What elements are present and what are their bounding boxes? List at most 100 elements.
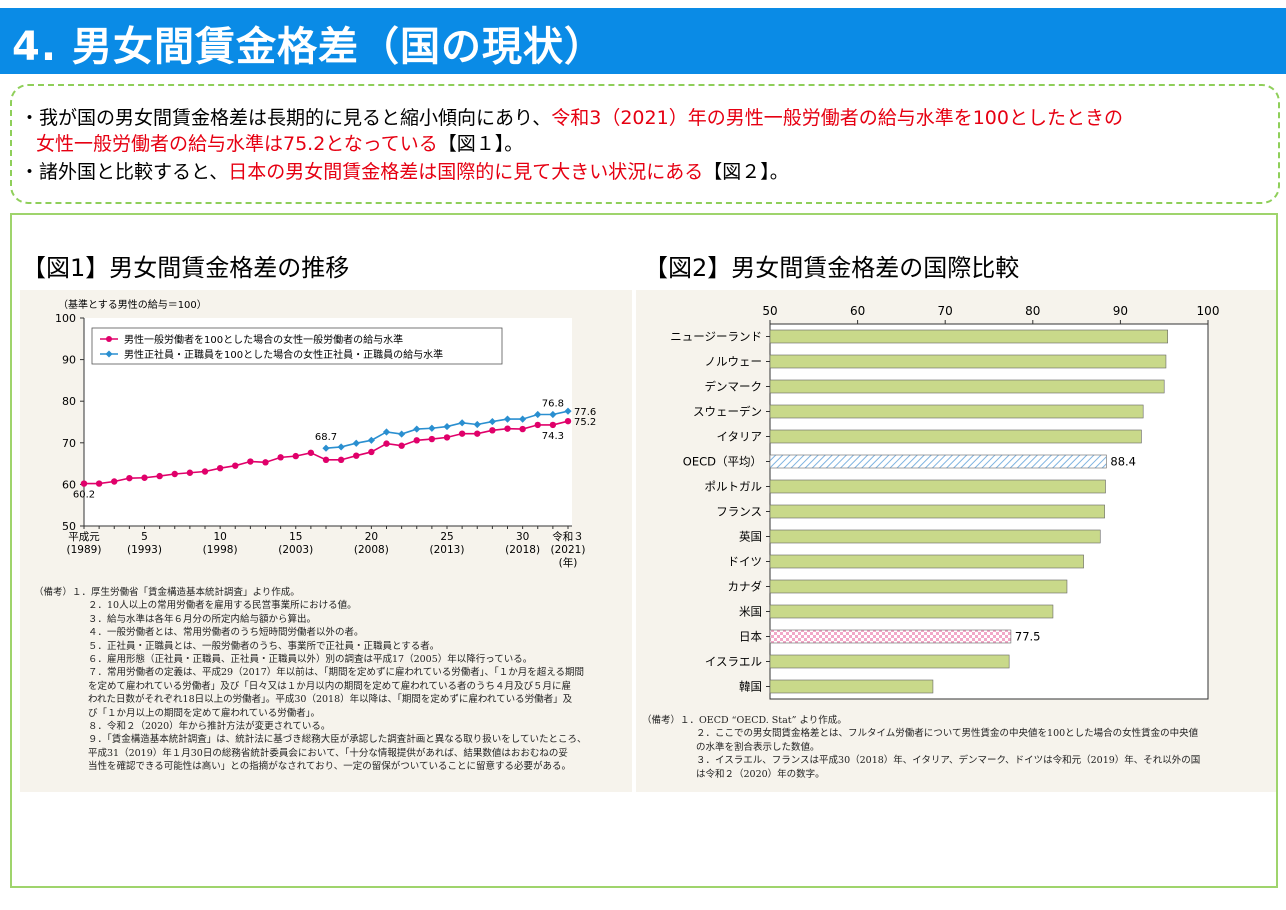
data-point [519, 425, 526, 433]
x-tick-label: (年) [559, 556, 578, 569]
data-point [141, 474, 148, 481]
category-label: 米国 [739, 605, 762, 619]
fig1-line-chart: （基準とする男性の給与＝100）5060708090100平成元(1989)5(… [55, 298, 596, 569]
note-line: ７．常用労働者の定義は、平成29（2017）年以前は、「期間を定めずに雇われてい… [88, 667, 584, 679]
note-line: の水準を割合表示した数値。 [696, 741, 820, 753]
note-line: ３．給与水準は各年６月分の所定内給与額から算出。 [88, 613, 317, 625]
content-frame [10, 213, 1278, 888]
data-point [247, 458, 254, 465]
data-point [126, 474, 133, 482]
summary-line-2: 女性一般労働者の給与水準は75.2となっている【図１】。 [36, 132, 523, 156]
data-point [519, 415, 527, 423]
category-label: イスラエル [705, 655, 762, 669]
x-tick-label: 25 [440, 531, 453, 543]
summary-text: ・我が国の男女間賃金格差は長期的に見ると縮小傾向にあり、 [20, 107, 552, 129]
data-point [428, 424, 436, 432]
bar [769, 429, 1142, 444]
category-label: ドイツ [728, 555, 763, 569]
y-tick-label: 100 [55, 312, 76, 325]
bar [769, 479, 1106, 494]
category-label: 日本 [739, 630, 762, 644]
fig1-notes: （備考）１．厚生労働省「賃金構造基本統計調査」より作成。 ２．10人以上の常用労働… [34, 586, 586, 774]
x-tick-label: 10 [213, 531, 226, 543]
data-point [156, 472, 163, 480]
note-line: ８．令和２（2020）年から推計方法が変更されている。 [88, 721, 331, 733]
summary-text: 【図２】。 [703, 161, 789, 183]
category-label: イタリア [716, 430, 762, 444]
bar [769, 629, 1012, 644]
summary-line-3: ・諸外国と比較すると、日本の男女間賃金格差は国際的に見て大きい状況にある【図２】… [20, 160, 789, 184]
category-label: 韓国 [739, 680, 762, 694]
data-point [489, 427, 496, 434]
data-point [171, 470, 178, 478]
title-bar: 4. 男女間賃金格差（国の現状） [0, 8, 1286, 74]
data-point [201, 468, 209, 475]
bar [769, 504, 1105, 519]
note-line: ５．正社員・正職員とは、一般労働者のうち、事業所で正社員・正職員とする者。 [88, 640, 440, 652]
x-tick-label: 平成元 [68, 531, 100, 543]
category-label: フランス [716, 505, 762, 519]
data-point [111, 478, 118, 485]
x-tick-label: (2021) [551, 544, 586, 556]
category-label: ノルウェー [705, 355, 763, 369]
note-line: ２．10人以上の常用労働者を雇用する民営事業所における値。 [88, 600, 357, 612]
data-point [564, 417, 572, 425]
data-point [413, 437, 420, 444]
data-point [352, 439, 360, 447]
x-tick-label: (2003) [278, 544, 313, 556]
note-line: を定めて雇われている労働者」及び「日々又は１か月以内の期間を定めて雇われている者… [88, 680, 571, 692]
bar [769, 404, 1144, 419]
bar [769, 604, 1054, 619]
y-tick-label: 50 [62, 520, 76, 533]
fig2-panel: 50 60 70 80 90 100 ニュージーランド ノルウェー デンマーク スウェーデン イタリ… [636, 290, 1276, 792]
data-point [277, 454, 284, 461]
x-tick-label: 20 [365, 531, 378, 543]
y-tick-label: 60 [62, 478, 76, 491]
category-label: スウェーデン [693, 405, 762, 419]
note-line: ４．一般労働者とは、常用労働者のうち短時間労働者以外の者。 [88, 627, 364, 639]
y-tick-label: 80 [62, 395, 76, 408]
note-line: ９．「賃金構造基本統計調査」は、統計法に基づき総務大臣が承認した調査計画と異なる… [88, 734, 587, 746]
summary-highlight: 令和3（2021）年の男性一般労働者の給与水準を100としたときの [551, 107, 1123, 129]
data-point [474, 430, 481, 437]
bar [769, 654, 1010, 669]
data-point [443, 422, 451, 431]
fig1-panel: （基準とする男性の給与＝100） 50 60 70 80 90 100 平成元 (1989) 5(… [20, 290, 632, 792]
category-label: ポルトガル [705, 480, 763, 494]
bar [769, 354, 1167, 369]
note-line: われた日数がそれぞれ18日以上の労働者」。平成30（2018）年以降は、「期間を… [88, 694, 573, 706]
data-point [382, 428, 391, 436]
note-line: ３．イスラエル、フランスは平成30（2018）年、イタリア、デンマーク、ドイツは… [696, 755, 1201, 767]
data-point [503, 415, 512, 423]
legend-label: 男性正社員・正職員を100とした場合の女性正社員・正職員の給与水準 [124, 348, 443, 361]
note-line: （備考）１．OECD “OECD. Stat” より作成。 [642, 715, 847, 726]
summary-text: ・諸外国と比較すると、 [20, 161, 229, 183]
x-tick-label: (1998) [203, 544, 238, 556]
summary-highlight: 女性一般労働者の給与水準は75.2となっている [36, 133, 438, 155]
data-point [353, 452, 360, 459]
data-point [458, 430, 466, 437]
data-point [186, 469, 194, 476]
data-point [80, 480, 88, 487]
x-tick-label: 60 [850, 304, 865, 318]
data-point [383, 440, 390, 447]
data-point [232, 462, 239, 469]
legend-marker [106, 336, 112, 342]
data-label: 77.5 [1015, 630, 1041, 644]
summary-text: 【図１】。 [437, 133, 524, 155]
note-line: ６．雇用形態（正社員・正職員、正社員・正職員以外）別の調査は平成17（2005）… [88, 654, 533, 666]
bar [769, 454, 1107, 469]
x-tick-label: 5 [141, 531, 148, 543]
x-tick-label: 80 [1025, 304, 1040, 318]
data-point [262, 459, 269, 466]
data-label: 75.2 [574, 417, 596, 428]
data-point [368, 448, 375, 456]
data-point [458, 419, 466, 427]
x-tick-label: 30 [516, 531, 529, 543]
bar [769, 379, 1165, 394]
data-point [398, 442, 405, 449]
data-point [337, 456, 345, 464]
x-tick-label: 15 [289, 531, 302, 543]
y-axis-label: （基準とする男性の給与＝100） [58, 298, 207, 311]
fig2-heading: 【図2】男女間賃金格差の国際比較 [644, 254, 1020, 282]
